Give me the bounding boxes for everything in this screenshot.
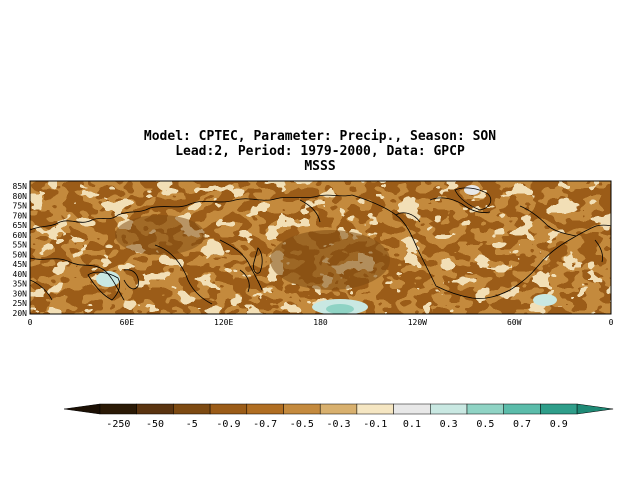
longitude-labels: 0 60E 120E 180 120W 60W 0 bbox=[28, 318, 614, 327]
lat-label-40n: 40N bbox=[13, 270, 28, 279]
legend-label-11: 0.7 bbox=[513, 419, 531, 430]
lon-label-0: 0 bbox=[609, 318, 614, 327]
dark-patch-asia bbox=[115, 215, 205, 255]
legend-label-3: -0.9 bbox=[216, 419, 240, 430]
lat-label-75n: 75N bbox=[13, 202, 28, 211]
lat-label-20n: 20N bbox=[13, 309, 28, 318]
neutral-patch-greenland bbox=[464, 185, 480, 195]
lat-label-45n: 45N bbox=[13, 260, 28, 269]
legend-label-10: 0.5 bbox=[476, 419, 494, 430]
legend-box-5 bbox=[283, 403, 321, 415]
lon-label-60e: 60E bbox=[120, 318, 135, 327]
lat-label-80n: 80N bbox=[13, 192, 28, 201]
lat-label-30n: 30N bbox=[13, 289, 28, 298]
map-title: Model: CPTEC, Parameter: Precip., Season… bbox=[0, 129, 640, 174]
legend-box-10 bbox=[466, 403, 504, 415]
lon-label-60w: 60W bbox=[507, 318, 522, 327]
legend-label-7: -0.1 bbox=[363, 419, 387, 430]
latitude-labels: 85N80N75N70N65N60N55N50N45N40N35N30N25N2… bbox=[13, 182, 28, 318]
legend-box-1 bbox=[136, 403, 174, 415]
legend-end-right bbox=[576, 403, 614, 415]
dark-patch-pacific bbox=[270, 230, 390, 290]
legend-box-12 bbox=[540, 403, 578, 415]
lat-label-35n: 35N bbox=[13, 280, 28, 289]
lon-label-180: 180 bbox=[313, 318, 328, 327]
lat-label-85n: 85N bbox=[13, 182, 28, 191]
map-frame bbox=[29, 180, 612, 315]
legend-box-7 bbox=[356, 403, 394, 415]
title-line-3: MSSS bbox=[304, 159, 336, 174]
legend-label-0: -250 bbox=[106, 419, 130, 430]
title-line-2: Lead:2, Period: 1979-2000, Data: GPCP bbox=[175, 144, 465, 159]
positive-patch-atlantic bbox=[533, 294, 557, 306]
shaded-field bbox=[30, 181, 611, 314]
legend-box-2 bbox=[173, 403, 211, 415]
lon-label-0: 0 bbox=[28, 318, 33, 327]
lat-label-60n: 60N bbox=[13, 231, 28, 240]
lat-label-55n: 55N bbox=[13, 241, 28, 250]
legend-end-left bbox=[63, 403, 101, 415]
legend-label-9: 0.3 bbox=[440, 419, 458, 430]
lat-label-70n: 70N bbox=[13, 211, 28, 220]
legend-label-5: -0.5 bbox=[290, 419, 314, 430]
legend-label-1: -50 bbox=[146, 419, 164, 430]
legend-box-6 bbox=[319, 403, 358, 415]
positive-core-pacific bbox=[326, 304, 354, 314]
lon-label-120e: 120E bbox=[214, 318, 233, 327]
legend-box-9 bbox=[430, 403, 468, 415]
legend-label-4: -0.7 bbox=[253, 419, 277, 430]
legend-box-4 bbox=[246, 403, 284, 415]
legend-label-8: 0.1 bbox=[403, 419, 421, 430]
legend-box-0 bbox=[99, 403, 137, 415]
lat-label-65n: 65N bbox=[13, 221, 28, 230]
legend-box-3 bbox=[209, 403, 248, 415]
legend-label-6: -0.3 bbox=[327, 419, 351, 430]
legend-color-boxes bbox=[63, 403, 614, 415]
legend-label-2: -5 bbox=[186, 419, 198, 430]
legend-label-12: 0.9 bbox=[550, 419, 568, 430]
title-line-1: Model: CPTEC, Parameter: Precip., Season… bbox=[143, 129, 497, 144]
legend-box-8 bbox=[393, 403, 431, 415]
legend-labels: -250 -50 -5 -0.9 -0.7 -0.5 -0.3 -0.1 0.1 0.3 0.5 0.… bbox=[106, 419, 567, 430]
coastlines bbox=[30, 187, 611, 305]
lat-label-25n: 25N bbox=[13, 299, 28, 308]
lat-label-50n: 50N bbox=[13, 250, 28, 259]
lon-label-120w: 120W bbox=[408, 318, 427, 327]
legend-box-11 bbox=[503, 403, 541, 415]
